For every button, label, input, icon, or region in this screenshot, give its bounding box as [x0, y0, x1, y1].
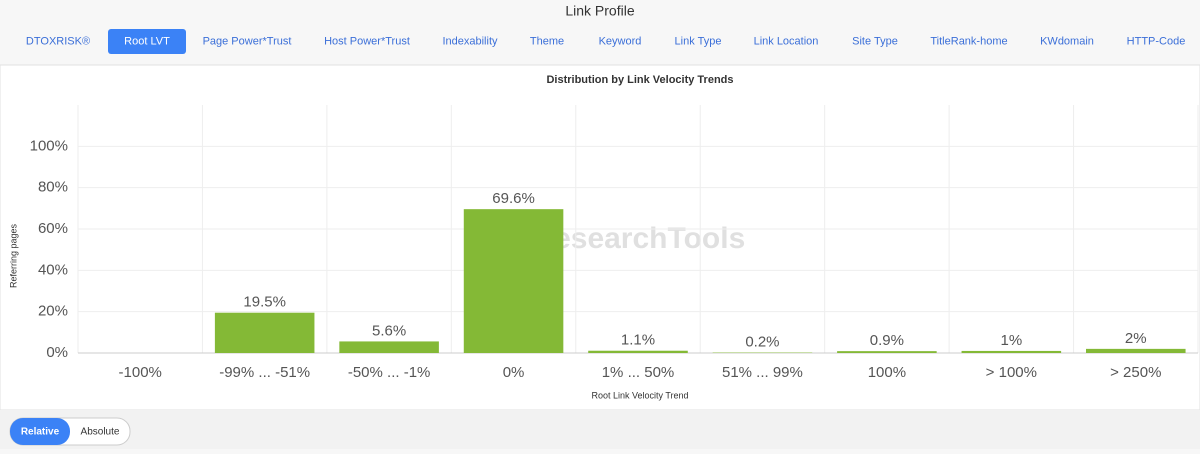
value-label: 0.2%	[745, 334, 779, 351]
bar	[588, 351, 688, 353]
bar	[962, 351, 1062, 353]
value-label: 1%	[1000, 332, 1022, 349]
x-tick-label: -99% ... -51%	[219, 364, 310, 381]
x-axis-label: Root Link Velocity Trend	[591, 390, 688, 400]
value-label: 2%	[1125, 330, 1147, 347]
x-tick-label: > 100%	[986, 364, 1037, 381]
tab[interactable]: Keyword	[599, 35, 642, 47]
tab[interactable]: TitleRank-home	[930, 35, 1007, 47]
x-tick-label: -100%	[119, 364, 162, 381]
bar	[837, 351, 937, 353]
toggle-button[interactable]: Absolute	[81, 427, 120, 438]
tab[interactable]: Indexability	[442, 35, 498, 47]
value-label: 1.1%	[621, 332, 655, 349]
value-label: 0.9%	[870, 332, 904, 349]
tab[interactable]: Link Type	[675, 35, 722, 47]
y-tick-label: 0%	[46, 344, 68, 361]
x-tick-label: > 250%	[1110, 364, 1161, 381]
tab[interactable]: Page Power*Trust	[203, 35, 292, 47]
chart-title: Distribution by Link Velocity Trends	[546, 74, 733, 86]
value-label: 5.6%	[372, 322, 406, 339]
x-tick-label: 0%	[503, 364, 525, 381]
tab[interactable]: Host Power*Trust	[324, 35, 410, 47]
tab[interactable]: HTTP-Code	[1127, 35, 1186, 47]
y-axis-label: Referring pages	[8, 223, 18, 288]
x-tick-label: 51% ... 99%	[722, 364, 803, 381]
y-tick-label: 80%	[38, 179, 68, 196]
tab[interactable]: Site Type	[852, 35, 898, 47]
bar	[339, 341, 439, 353]
tab[interactable]: DTOXRISK®	[26, 35, 90, 47]
value-label: 19.5%	[243, 294, 286, 311]
toggle-button[interactable]: Relative	[21, 427, 60, 438]
tab[interactable]: Link Location	[754, 35, 819, 47]
y-tick-label: 20%	[38, 303, 68, 320]
value-label: 69.6%	[492, 190, 535, 207]
tab[interactable]: KWdomain	[1040, 35, 1094, 47]
page-title: Link Profile	[565, 3, 634, 19]
bar	[464, 209, 564, 353]
x-tick-label: -50% ... -1%	[348, 364, 431, 381]
tab[interactable]: Root LVT	[124, 35, 170, 47]
bar	[215, 313, 315, 353]
tab[interactable]: Theme	[530, 35, 564, 47]
x-tick-label: 1% ... 50%	[602, 364, 675, 381]
footer	[0, 410, 1200, 449]
y-tick-label: 60%	[38, 220, 68, 237]
bar	[1086, 349, 1186, 353]
y-tick-label: 100%	[30, 137, 68, 154]
y-tick-label: 40%	[38, 261, 68, 278]
x-tick-label: 100%	[868, 364, 906, 381]
